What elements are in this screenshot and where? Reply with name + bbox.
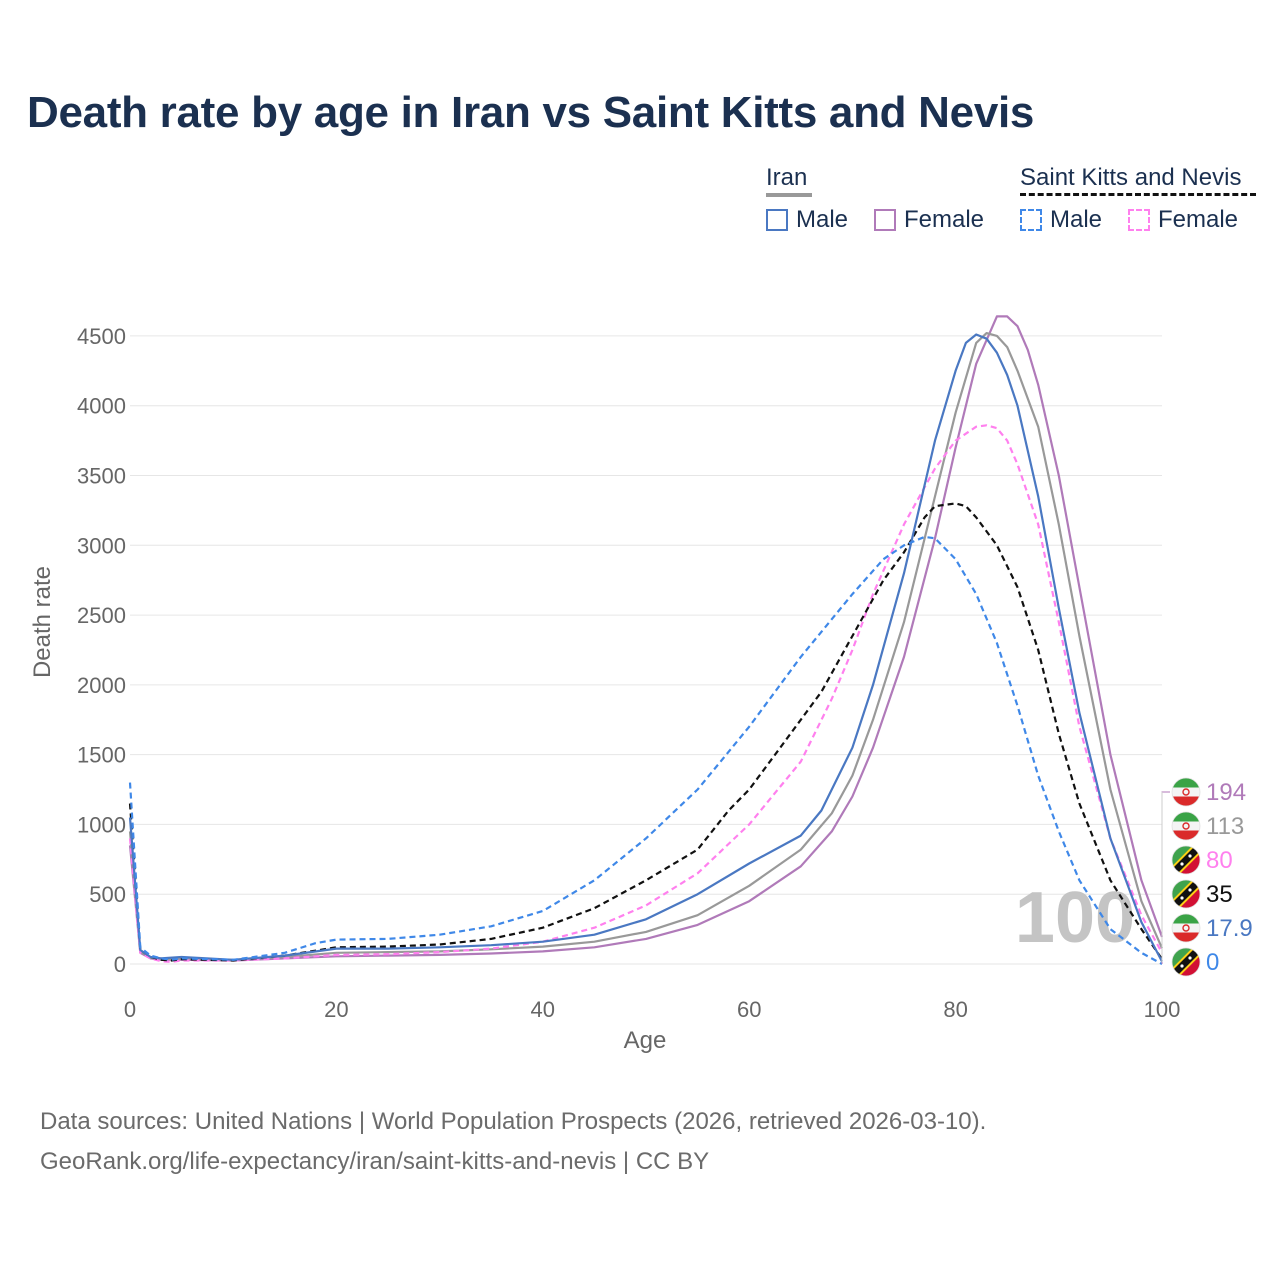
series-lines bbox=[128, 315, 1164, 965]
y-tick-label: 4500 bbox=[77, 324, 126, 349]
y-tick-label: 2500 bbox=[77, 603, 126, 628]
end-value-label: 0 bbox=[1206, 949, 1219, 976]
legend-swatch-skn-male bbox=[1020, 209, 1042, 231]
series-line[interactable] bbox=[128, 315, 1164, 962]
label-connector bbox=[1161, 791, 1170, 964]
end-value-label: 35 bbox=[1206, 881, 1233, 908]
y-tick-label: 3000 bbox=[77, 533, 126, 558]
legend-label-iran-female: Female bbox=[904, 206, 985, 233]
y-axis-ticks: 0 500 1000 1500 2000 2500 3000 3500 4000 4500 bbox=[77, 324, 126, 977]
legend-swatch-iran-male bbox=[766, 209, 788, 231]
y-tick-label: 500 bbox=[89, 882, 126, 907]
legend-label-skn-male: Male bbox=[1050, 206, 1103, 233]
x-tick-label: 0 bbox=[124, 997, 136, 1022]
end-value-label: 80 bbox=[1206, 847, 1233, 874]
x-axis-ticks: 0 20 40 60 80 100 bbox=[124, 997, 1180, 1022]
legend-item-skn-female[interactable]: Female bbox=[1128, 206, 1238, 234]
legend-group-skn[interactable]: Saint Kitts and Nevis bbox=[1020, 164, 1242, 191]
iran-flag-icon bbox=[1171, 811, 1201, 841]
end-value-label: 194 bbox=[1206, 779, 1246, 806]
x-tick-label: 20 bbox=[324, 997, 348, 1022]
legend-item-iran-male[interactable]: Male bbox=[766, 206, 848, 234]
legend-swatch-iran-female bbox=[874, 209, 896, 231]
legend-skn-line bbox=[1020, 193, 1256, 196]
series-line[interactable] bbox=[128, 502, 1163, 962]
x-tick-label: 100 bbox=[1144, 997, 1181, 1022]
y-tick-label: 3500 bbox=[77, 464, 126, 489]
x-tick-label: 40 bbox=[531, 997, 555, 1022]
x-axis-label: Age bbox=[624, 1027, 667, 1054]
y-tick-label: 4000 bbox=[77, 394, 126, 419]
y-tick-label: 1500 bbox=[77, 743, 126, 768]
saint-kitts-flag-icon bbox=[1171, 845, 1201, 875]
legend-label-skn-female: Female bbox=[1158, 206, 1239, 233]
y-tick-label: 1000 bbox=[77, 812, 126, 837]
gridlines bbox=[130, 335, 1162, 965]
chart-title: Death rate by age in Iran vs Saint Kitts… bbox=[27, 88, 1035, 137]
legend-label-iran-male: Male bbox=[796, 206, 849, 233]
legend-group-iran[interactable]: Iran bbox=[766, 164, 808, 191]
series-line[interactable] bbox=[128, 535, 1163, 965]
end-value-label: 17.9 bbox=[1206, 915, 1253, 942]
y-axis-label: Death rate bbox=[29, 566, 56, 678]
saint-kitts-flag-icon bbox=[1171, 947, 1201, 977]
y-tick-label: 2000 bbox=[77, 673, 126, 698]
end-value-label: 113 bbox=[1206, 813, 1244, 840]
iran-flag-icon bbox=[1171, 913, 1201, 943]
series-line[interactable] bbox=[128, 424, 1163, 963]
legend-item-iran-female[interactable]: Female bbox=[874, 206, 984, 234]
legend-item-skn-male[interactable]: Male bbox=[1020, 206, 1102, 234]
series-line[interactable] bbox=[128, 332, 1164, 961]
end-labels: 194 113 80 35 17.9 0 bbox=[1161, 777, 1253, 977]
x-tick-label: 80 bbox=[943, 997, 967, 1022]
iran-flag-icon bbox=[1171, 777, 1201, 807]
saint-kitts-flag-icon bbox=[1171, 879, 1201, 909]
x-tick-label: 60 bbox=[737, 997, 761, 1022]
footer-sources: Data sources: United Nations | World Pop… bbox=[40, 1108, 987, 1135]
legend-swatch-skn-female bbox=[1128, 209, 1150, 231]
legend-iran-line bbox=[766, 193, 812, 197]
year-watermark: 100 bbox=[1015, 878, 1135, 958]
footer-link[interactable]: GeoRank.org/life-expectancy/iran/saint-k… bbox=[40, 1148, 710, 1175]
series-line[interactable] bbox=[128, 333, 1163, 963]
y-tick-label: 0 bbox=[114, 952, 126, 977]
